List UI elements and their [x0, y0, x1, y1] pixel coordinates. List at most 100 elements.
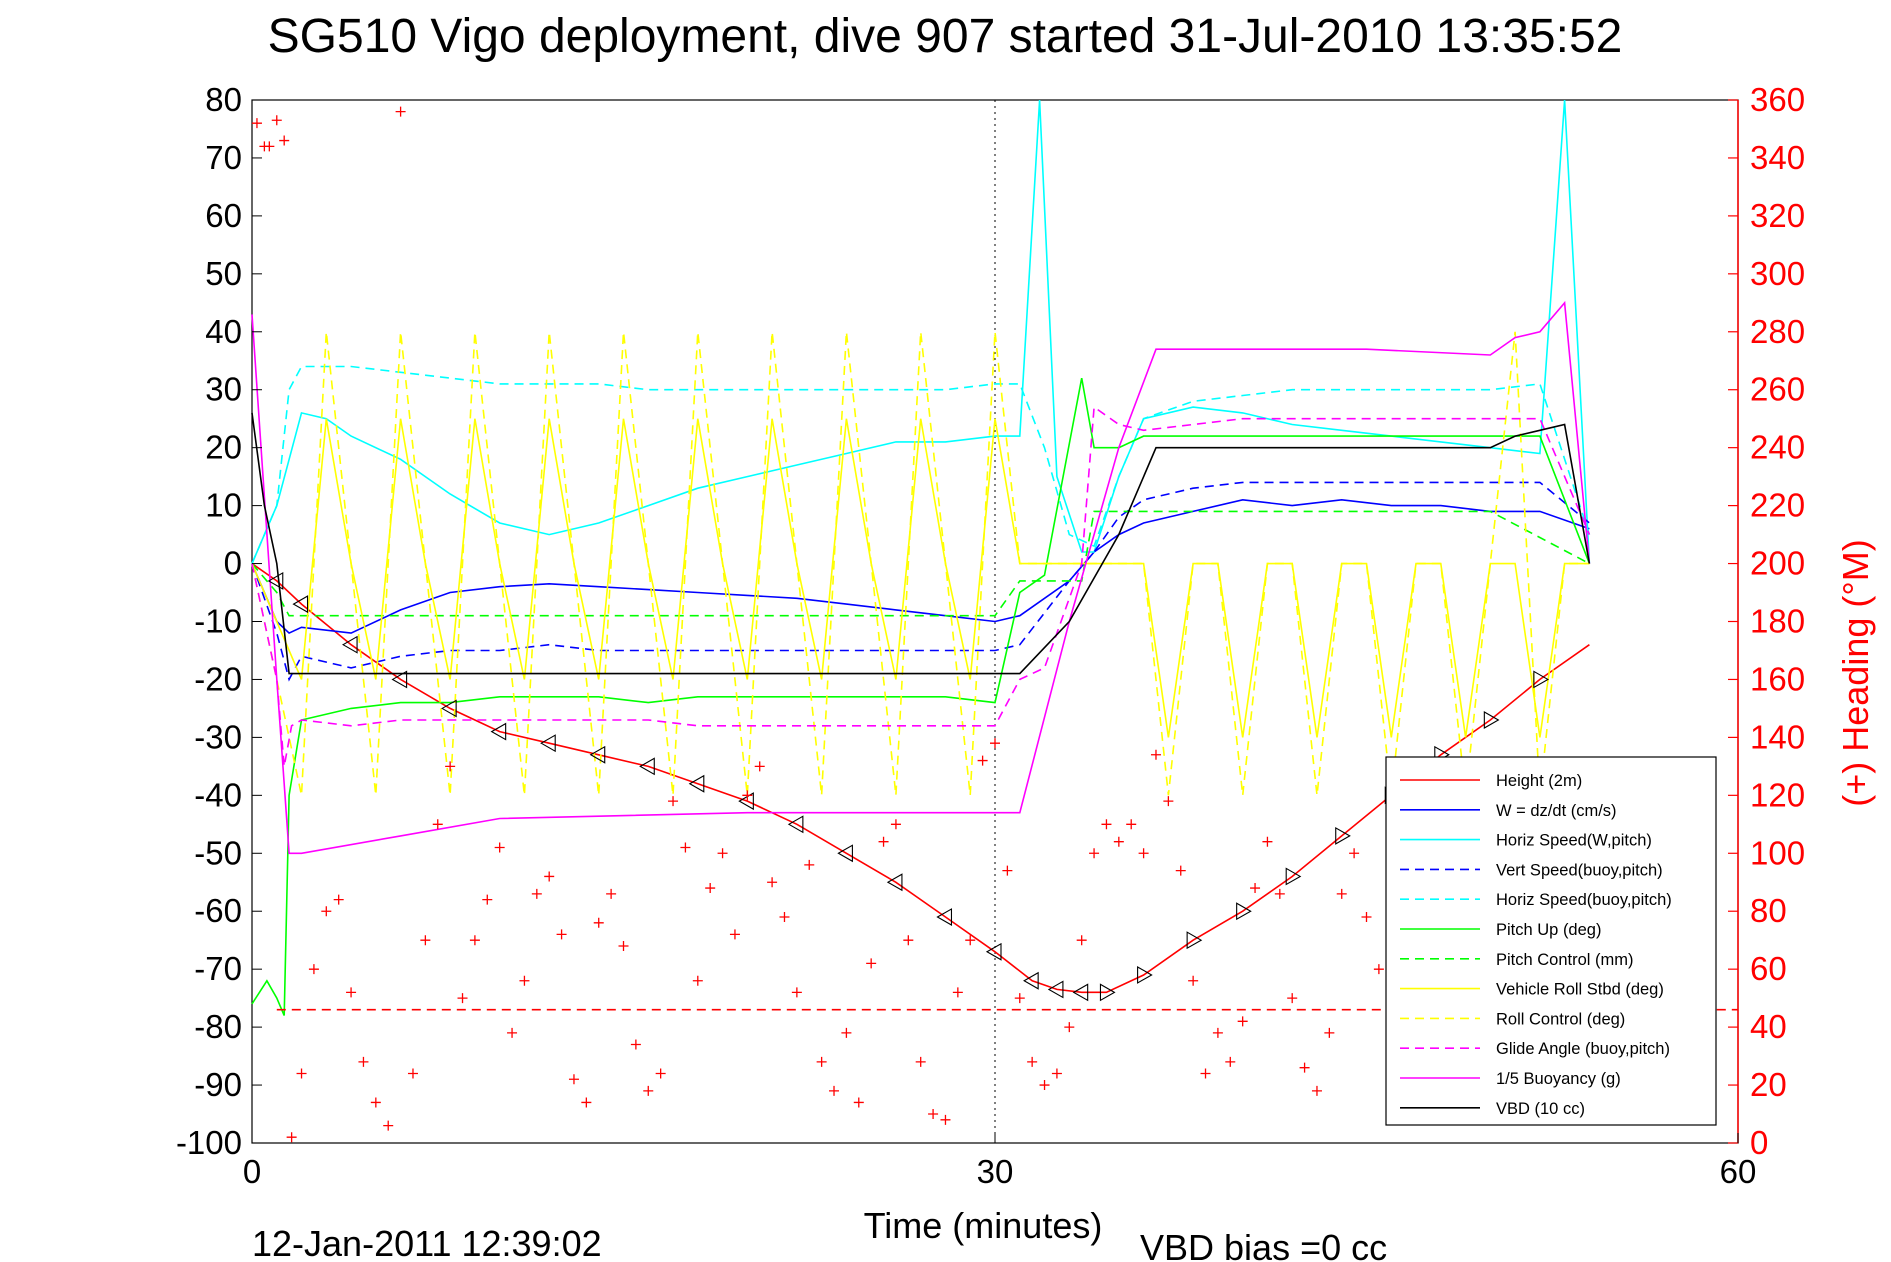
y-tick-label-right: 20: [1750, 1066, 1787, 1103]
heading-marker: [1349, 848, 1360, 859]
height-marker: [1285, 867, 1302, 886]
heading-marker: [1014, 993, 1025, 1004]
series-line: [251, 331, 1590, 796]
y-tick-label-right: 360: [1750, 81, 1805, 118]
height-marker: [886, 873, 903, 892]
y-axis-left: 80 70 60 50 40 30 20 10 0 -10 -20 -30 -40 -50 -60 -70 -8…: [176, 81, 262, 1161]
y-tick-label: -40: [194, 776, 242, 813]
height-marker: [540, 734, 556, 753]
heading-marker: [829, 1085, 840, 1096]
heading-marker: [1039, 1080, 1050, 1091]
heading-marker: [251, 118, 262, 129]
heading-marker: [853, 1097, 864, 1108]
heading-marker: [977, 755, 988, 766]
y-tick-label-right: 0: [1750, 1124, 1768, 1161]
heading-marker: [1287, 993, 1298, 1004]
heading-marker: [1250, 883, 1261, 894]
y-tick-label-right: 280: [1750, 313, 1805, 350]
series-line: [251, 418, 1590, 738]
height-marker: [787, 815, 804, 834]
heading-marker: [668, 796, 679, 807]
height-marker: [1533, 670, 1549, 689]
heading-marker: [1138, 848, 1149, 859]
y-tick-label-right: 260: [1750, 371, 1805, 408]
heading-marker: [1002, 865, 1013, 876]
heading-marker: [606, 888, 617, 899]
legend-label: Glide Angle (buoy,pitch): [1496, 1040, 1670, 1058]
y-tick-label: -50: [194, 834, 242, 871]
y-tick-label-right: 300: [1750, 255, 1805, 292]
x-tick-label: 0: [243, 1153, 261, 1190]
height-marker: [490, 722, 507, 741]
legend-entries: Height (2m) W = dz/dt (cm/s) Horiz Speed(W…: [1400, 772, 1672, 1118]
heading-marker: [346, 987, 357, 998]
height-marker: [1236, 902, 1252, 921]
heading-marker: [1163, 796, 1174, 807]
y-tick-label: -70: [194, 950, 242, 987]
heading-marker: [952, 987, 963, 998]
series-line: [251, 562, 1590, 994]
legend-label: VBD (10 cc): [1496, 1100, 1585, 1118]
heading-marker: [729, 929, 740, 940]
heading-marker: [630, 1039, 641, 1050]
heading-marker: [420, 935, 431, 946]
footer-vbd-bias: VBD bias =0 cc: [1140, 1227, 1387, 1262]
heading-marker: [618, 940, 629, 951]
height-marker: [589, 745, 606, 764]
heading-marker: [655, 1068, 666, 1079]
height-marker: [267, 571, 284, 590]
heading-marker: [1212, 1027, 1223, 1038]
series-line: [251, 481, 1590, 682]
height-marker: [341, 635, 358, 654]
heading-marker: [1064, 1022, 1075, 1033]
heading-marker: [680, 842, 691, 853]
heading-marker: [866, 958, 877, 969]
heading-marker: [271, 115, 282, 126]
y-tick-label: 40: [205, 313, 242, 350]
heading-marker: [791, 987, 802, 998]
heading-marker: [531, 888, 542, 899]
height-marker: [1023, 971, 1039, 990]
height-marker: [391, 670, 408, 689]
heading-marker: [816, 1056, 827, 1067]
heading-marker: [507, 1027, 518, 1038]
heading-marker: [1324, 1027, 1335, 1038]
y-tick-label-right: 40: [1750, 1008, 1787, 1045]
heading-marker: [1027, 1056, 1038, 1067]
heading-marker: [1237, 1016, 1248, 1027]
y-tick-label: 60: [205, 197, 242, 234]
height-marker: [1186, 931, 1203, 950]
heading-marker: [940, 1114, 951, 1125]
heading-marker: [1311, 1085, 1322, 1096]
legend-label: Vert Speed(buoy,pitch): [1496, 861, 1663, 879]
heading-marker: [457, 993, 468, 1004]
x-axis-label: Time (minutes): [864, 1205, 1103, 1246]
y-tick-label: -20: [194, 660, 242, 697]
height-marker: [1099, 983, 1116, 1002]
height-marker: [441, 699, 457, 718]
heading-marker: [1188, 975, 1199, 986]
heading-marker: [1150, 749, 1161, 760]
heading-marker: [767, 877, 778, 888]
legend-label: 1/5 Buoyancy (g): [1496, 1070, 1621, 1088]
heading-marker: [407, 1068, 418, 1079]
series-line: [251, 365, 1591, 564]
x-tick-label: 60: [1720, 1153, 1757, 1190]
heading-marker: [990, 738, 1000, 749]
series-line: [251, 377, 1591, 1016]
heading-marker: [370, 1097, 381, 1108]
heading-marker: [742, 790, 753, 801]
y-tick-label: 20: [205, 429, 242, 466]
y-tick-label-right: 140: [1750, 718, 1805, 755]
heading-marker: [358, 1056, 369, 1067]
footer-timestamp: 12-Jan-2011 12:39:02: [252, 1223, 602, 1262]
heading-marker: [915, 1056, 926, 1067]
y-tick-label: -30: [194, 718, 242, 755]
heading-marker: [754, 761, 765, 772]
height-marker: [1137, 966, 1153, 984]
y-tick-label: 50: [205, 255, 242, 292]
heading-marker: [1373, 964, 1384, 975]
heading-marker: [1274, 888, 1285, 899]
heading-marker: [878, 836, 889, 847]
height-marker: [1335, 826, 1351, 845]
